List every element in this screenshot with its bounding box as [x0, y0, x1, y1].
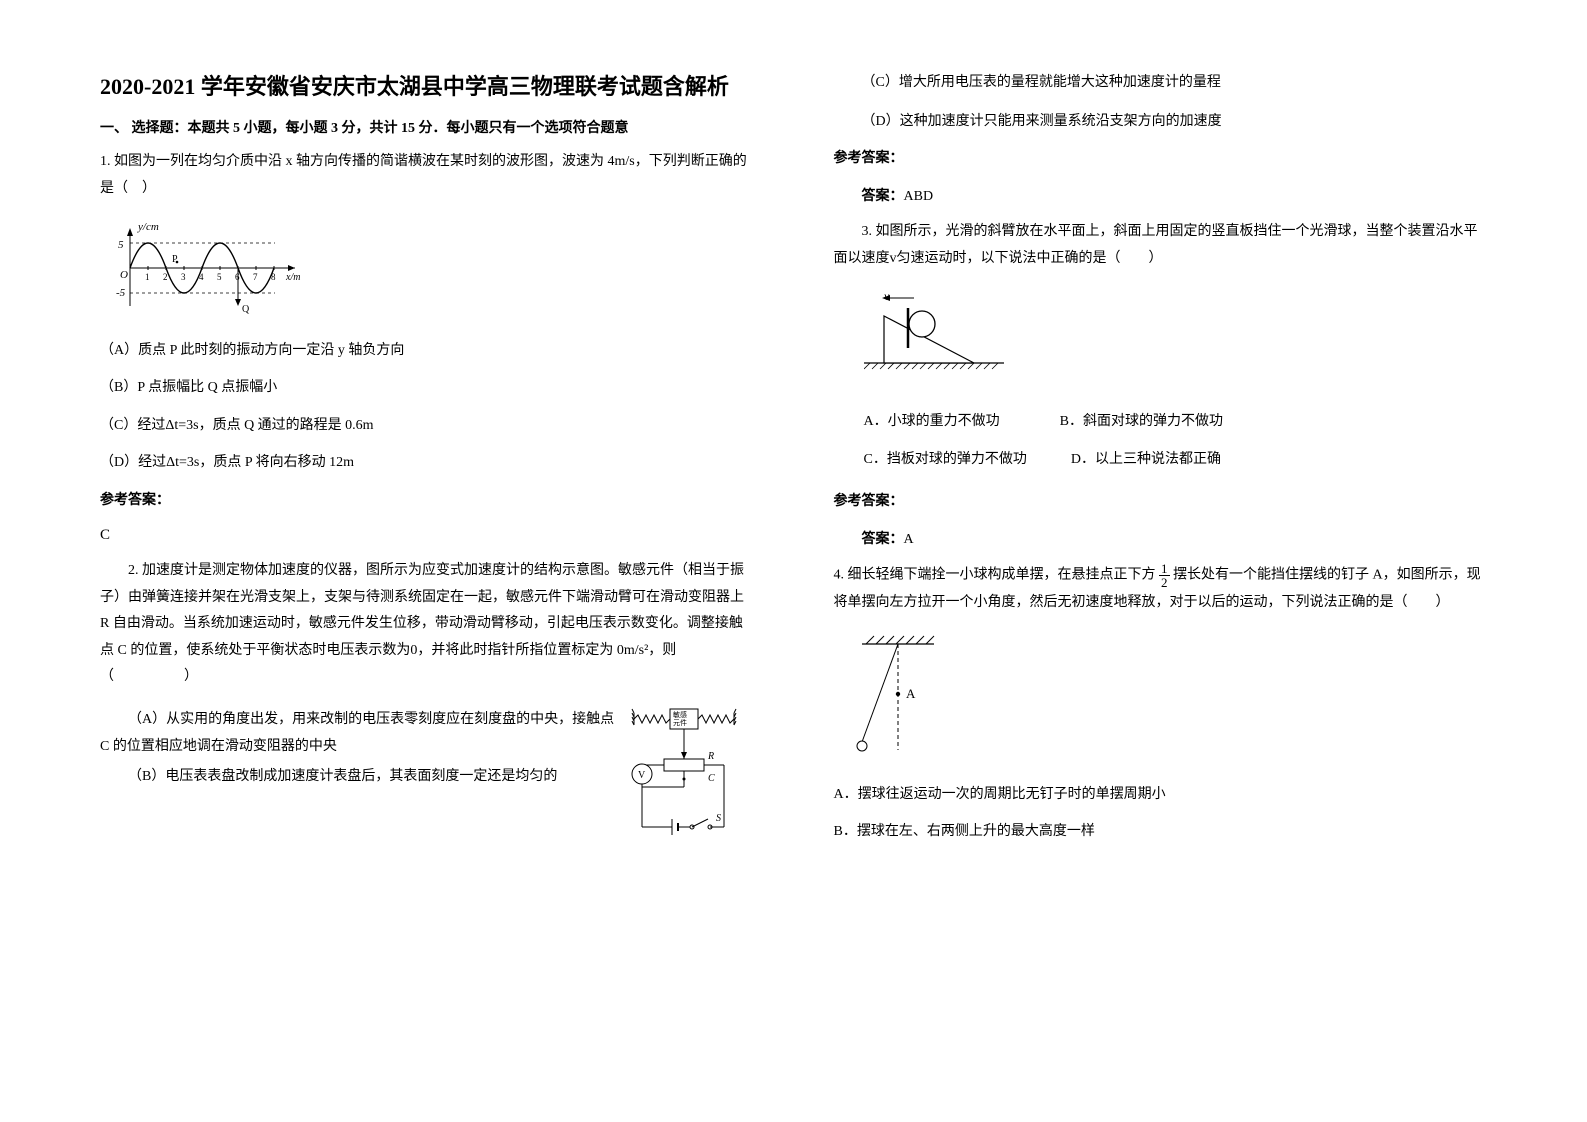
- svg-text:O: O: [120, 269, 128, 281]
- q4-opt-b: B．摆球在左、右两侧上升的最大高度一样: [834, 819, 1488, 844]
- svg-text:2: 2: [163, 272, 168, 282]
- q2-opt-c: （C）增大所用电压表的量程就能增大这种加速度计的量程: [834, 70, 1488, 97]
- q3-opt-b: B．斜面对球的弹力不做功: [1060, 410, 1223, 430]
- q1-opt-d: （D）经过Δt=3s，质点 P 将向右移动 12m: [100, 450, 754, 475]
- q3-opt-a: A．小球的重力不做功: [864, 410, 1000, 430]
- q1-stem: 1. 如图为一列在均匀介质中沿 x 轴方向传播的简谐横波在某时刻的波形图，波速为…: [100, 149, 754, 202]
- svg-text:5: 5: [118, 239, 124, 251]
- fraction-half: 12: [1159, 562, 1170, 589]
- svg-text:V: V: [638, 770, 646, 781]
- svg-text:7: 7: [253, 272, 258, 282]
- q4-stem: 4. 细长轻绳下端拴一小球构成单摆，在悬挂点正下方 12 摆长处有一个能挡住摆线…: [834, 562, 1488, 616]
- svg-text:3: 3: [181, 272, 186, 282]
- q3-opts-row1: A．小球的重力不做功 B．斜面对球的弹力不做功: [864, 410, 1488, 430]
- q2-opt-d: （D）这种加速度计只能用来测量系统沿支架方向的加速度: [834, 109, 1488, 136]
- svg-text:x/m: x/m: [285, 272, 300, 283]
- svg-text:y/cm: y/cm: [137, 221, 159, 233]
- q3-stem: 3. 如图所示，光滑的斜臂放在水平面上，斜面上用固定的竖直板挡住一个光滑球，当整…: [834, 219, 1488, 272]
- q2-answer-prefix: 答案：: [862, 189, 904, 204]
- svg-text:敏感: 敏感: [673, 710, 687, 719]
- q3-answer-prefix: 答案：: [862, 532, 904, 547]
- q1-opt-b: （B）P 点振幅比 Q 点振幅小: [100, 375, 754, 400]
- q2-stem: 2. 加速度计是测定物体加速度的仪器，图所示为应变式加速度计的结构示意图。敏感元…: [100, 558, 754, 691]
- svg-text:P: P: [172, 254, 178, 265]
- svg-text:Q: Q: [242, 304, 250, 315]
- svg-text:A: A: [906, 686, 916, 701]
- svg-text:1: 1: [145, 272, 150, 282]
- q4-pendulum-diagram: A: [844, 632, 1488, 762]
- svg-text:S: S: [716, 813, 721, 824]
- q3-answer-line: 答案：A: [862, 528, 1488, 548]
- q2-answer-line: 答案：ABD: [862, 185, 1488, 205]
- q3-opt-c: C．挡板对球的弹力不做功: [864, 448, 1027, 468]
- section-heading: 一、 选择题：本题共 5 小题，每小题 3 分，共计 15 分．每小题只有一个选…: [100, 117, 754, 137]
- q2-block: 敏感 元件 R C V: [100, 695, 754, 857]
- q1-opt-a: （A）质点 P 此时刻的振动方向一定沿 y 轴负方向: [100, 338, 754, 363]
- svg-text:-5: -5: [116, 287, 126, 299]
- svg-text:R: R: [707, 751, 714, 762]
- q4-opt-a: A．摆球往返运动一次的周期比无钉子时的单摆周期小: [834, 782, 1488, 807]
- left-column: 2020-2021 学年安徽省安庆市太湖县中学高三物理联考试题含解析 一、 选择…: [100, 70, 754, 1082]
- svg-text:C: C: [708, 773, 715, 784]
- q1-wave-diagram: y/cm 5 -5 O 1 2 3 4 5 6 7 8 x/m P: [110, 218, 754, 318]
- q4-stem-pre: 4. 细长轻绳下端拴一小球构成单摆，在悬挂点正下方: [834, 568, 1160, 583]
- q1-answer-label: 参考答案：: [100, 489, 754, 509]
- right-column: （C）增大所用电压表的量程就能增大这种加速度计的量程 （D）这种加速度计只能用来…: [834, 70, 1488, 1082]
- q3-opt-d: D．以上三种说法都正确: [1071, 448, 1221, 468]
- q2-answer: ABD: [904, 189, 934, 204]
- q3-opts-row2: C．挡板对球的弹力不做功 D．以上三种说法都正确: [864, 448, 1488, 468]
- page-title: 2020-2021 学年安徽省安庆市太湖县中学高三物理联考试题含解析: [100, 70, 754, 103]
- q2-answer-label: 参考答案：: [834, 147, 1488, 167]
- svg-text:元件: 元件: [673, 718, 687, 727]
- svg-text:5: 5: [217, 272, 222, 282]
- q3-answer-label: 参考答案：: [834, 490, 1488, 510]
- q2-circuit-diagram: 敏感 元件 R C V: [624, 699, 754, 849]
- q3-answer: A: [904, 532, 914, 547]
- q3-incline-diagram: v: [864, 288, 1488, 378]
- q1-opt-c: （C）经过Δt=3s，质点 Q 通过的路程是 0.6m: [100, 413, 754, 438]
- q1-answer: C: [100, 527, 754, 544]
